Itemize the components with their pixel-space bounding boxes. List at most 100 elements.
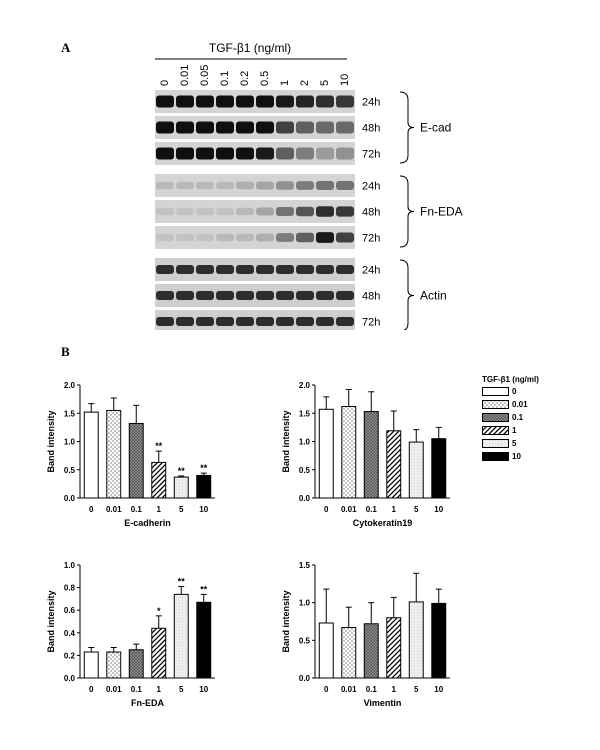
significance-marker: ** [178, 466, 186, 476]
x-axis-label: E-cadherin [124, 518, 171, 528]
bar [151, 461, 167, 499]
blot-strip [155, 200, 355, 223]
blot-group-label: Actin [420, 289, 447, 303]
blot-band [156, 233, 174, 242]
time-label: 48h [362, 207, 380, 219]
blot-band [196, 207, 214, 216]
blot-band [236, 121, 254, 134]
bar [196, 474, 212, 499]
blot-band [296, 95, 314, 108]
legend-item: 0.01 [482, 398, 592, 410]
x-tick-label: 0.1 [131, 685, 143, 694]
lane-label: 0 [159, 80, 171, 86]
y-axis-label: Band intensity [281, 410, 291, 472]
legend-item: 0 [482, 385, 592, 397]
ecadherin-bar-chart: 0.0 0.5 1.0 1.5 2.0 0 0.01 0.1 ** 1 ** 5 ** 10 E-cadhe… [46, 381, 215, 528]
legend-item: 1 [482, 424, 592, 436]
vimentin-bar-chart: 0.0 0.5 1.0 1.5 0 0.01 0.1 1 5 10 Vimentin Band int… [281, 561, 450, 708]
bar [363, 411, 379, 499]
blot-band [176, 233, 194, 242]
legend-item: 10 [482, 450, 592, 462]
legend-label: 10 [512, 451, 521, 461]
y-tick-label: 0.4 [64, 629, 76, 638]
blot-band [196, 291, 214, 300]
blot-band [156, 181, 174, 190]
y-tick-label: 0.5 [299, 466, 311, 475]
bar [83, 651, 99, 679]
blot-band [156, 121, 174, 134]
blot-band [196, 233, 214, 242]
blot-band [176, 265, 194, 274]
time-label: 24h [362, 97, 380, 109]
y-tick-label: 0.8 [64, 584, 76, 593]
y-tick-label: 0.2 [64, 651, 76, 660]
blot-band [196, 147, 214, 160]
blot-band [296, 291, 314, 300]
blot-band [196, 121, 214, 134]
legend-swatch [482, 412, 509, 422]
x-axis-label: Fn-EDA [131, 698, 164, 708]
y-tick-label: 0.0 [64, 674, 76, 683]
blot-band [276, 265, 294, 274]
blot-band [196, 181, 214, 190]
x-tick-label: 10 [199, 505, 208, 514]
blot-band [156, 291, 174, 300]
legend-label: 5 [512, 438, 517, 448]
y-axis-label: Band intensity [281, 590, 291, 652]
blot-band [216, 181, 234, 190]
blot-band [196, 317, 214, 326]
group-brace [399, 175, 415, 248]
bar [408, 441, 424, 499]
x-tick-label: 1 [392, 505, 397, 514]
x-tick-label: 5 [179, 505, 184, 514]
blot-group-label: E-cad [420, 121, 451, 135]
blot-band [336, 317, 354, 326]
blot-band [216, 291, 234, 300]
lane-label: 0.01 [179, 65, 191, 86]
y-axis-label: Band intensity [46, 410, 56, 472]
legend-item: 5 [482, 437, 592, 449]
blot-band [176, 181, 194, 190]
bar [386, 617, 402, 679]
blot-band [276, 181, 294, 190]
blot-band [256, 291, 274, 300]
y-tick-label: 2.0 [299, 381, 311, 390]
x-tick-label: 0 [324, 505, 329, 514]
blot-band [336, 147, 354, 160]
blot-band [276, 147, 294, 160]
y-tick-label: 0.5 [299, 636, 311, 645]
blot-band [256, 265, 274, 274]
blot-band [216, 121, 234, 134]
bar [128, 649, 144, 679]
blot-band [296, 147, 314, 160]
bar [173, 476, 189, 499]
bar [318, 408, 334, 499]
significance-marker: ** [200, 584, 208, 594]
lane-label: 0.05 [199, 65, 211, 86]
blot-band [216, 207, 234, 216]
x-tick-label: 0.01 [106, 685, 122, 694]
blot-band [316, 232, 334, 243]
blot-band [316, 181, 334, 190]
blot-band [316, 317, 334, 326]
blot-band [156, 265, 174, 274]
x-tick-label: 0.1 [131, 505, 143, 514]
blot-band [236, 233, 254, 242]
blot-band [336, 121, 354, 134]
blot-band [156, 95, 174, 108]
legend-title: TGF-β1 (ng/ml) [482, 375, 539, 384]
cytokeratin19-bar-chart: 0.0 0.5 1.0 1.5 2.0 0 0.01 0.1 1 5 10 Cytokeratin19… [281, 381, 450, 528]
group-brace [399, 91, 415, 164]
blot-band [296, 121, 314, 134]
blot-band [236, 207, 254, 216]
x-tick-label: 0 [324, 685, 329, 694]
x-axis-label: Vimentin [364, 698, 402, 708]
panel-b-letter: B [61, 344, 70, 359]
y-tick-label: 1.0 [299, 438, 311, 447]
x-tick-label: 0.01 [341, 685, 357, 694]
x-tick-label: 5 [414, 505, 419, 514]
blot-band [276, 207, 294, 216]
blot-band [216, 147, 234, 160]
blot-band [276, 121, 294, 134]
blot-band [256, 317, 274, 326]
